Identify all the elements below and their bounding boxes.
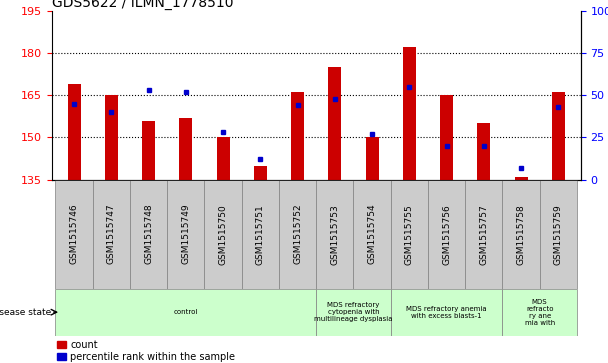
Bar [179, 118, 192, 180]
Text: count: count [70, 340, 98, 350]
Text: MDS refractory
cytopenia with
multilineage dysplasia: MDS refractory cytopenia with multilinea… [314, 302, 393, 322]
Bar [55, 289, 316, 336]
Text: percentile rank within the sample: percentile rank within the sample [70, 352, 235, 362]
Bar [216, 138, 230, 180]
Bar [316, 289, 391, 336]
Text: GSM1515753: GSM1515753 [330, 204, 339, 265]
Bar [167, 180, 204, 289]
Bar [67, 84, 80, 180]
Bar [279, 180, 316, 289]
Text: GSM1515746: GSM1515746 [69, 204, 78, 265]
Bar [365, 138, 379, 180]
Bar [316, 180, 353, 289]
Bar [402, 48, 416, 180]
Bar [477, 123, 490, 180]
Bar [291, 93, 304, 180]
Text: GSM1515755: GSM1515755 [405, 204, 414, 265]
Bar [55, 180, 92, 289]
Bar [142, 121, 155, 180]
Bar [241, 180, 279, 289]
Text: MDS
refracto
ry ane
mia with: MDS refracto ry ane mia with [525, 299, 554, 326]
Bar [57, 354, 66, 360]
Text: GSM1515751: GSM1515751 [256, 204, 264, 265]
Text: GDS5622 / ILMN_1778510: GDS5622 / ILMN_1778510 [52, 0, 233, 10]
Text: GSM1515758: GSM1515758 [517, 204, 525, 265]
Bar [428, 180, 465, 289]
Bar [254, 166, 267, 180]
Bar [540, 180, 577, 289]
Text: GSM1515752: GSM1515752 [293, 204, 302, 265]
Bar [514, 177, 528, 180]
Bar [440, 95, 453, 180]
Bar [105, 95, 118, 180]
Bar [57, 341, 66, 348]
Text: GSM1515754: GSM1515754 [368, 204, 376, 265]
Bar [391, 289, 502, 336]
Bar [465, 180, 502, 289]
Bar [204, 180, 241, 289]
Bar [552, 93, 565, 180]
Bar [353, 180, 391, 289]
Text: GSM1515759: GSM1515759 [554, 204, 563, 265]
Text: GSM1515747: GSM1515747 [107, 204, 116, 265]
Text: GSM1515748: GSM1515748 [144, 204, 153, 265]
Bar [92, 180, 130, 289]
Bar [130, 180, 167, 289]
Bar [502, 289, 577, 336]
Text: MDS refractory anemia
with excess blasts-1: MDS refractory anemia with excess blasts… [406, 306, 487, 319]
Text: disease state: disease state [0, 308, 51, 317]
Text: GSM1515750: GSM1515750 [218, 204, 227, 265]
Bar [391, 180, 428, 289]
Text: GSM1515756: GSM1515756 [442, 204, 451, 265]
Bar [502, 180, 540, 289]
Text: control: control [174, 309, 198, 315]
Bar [328, 67, 341, 180]
Text: GSM1515757: GSM1515757 [479, 204, 488, 265]
Text: GSM1515749: GSM1515749 [181, 204, 190, 265]
